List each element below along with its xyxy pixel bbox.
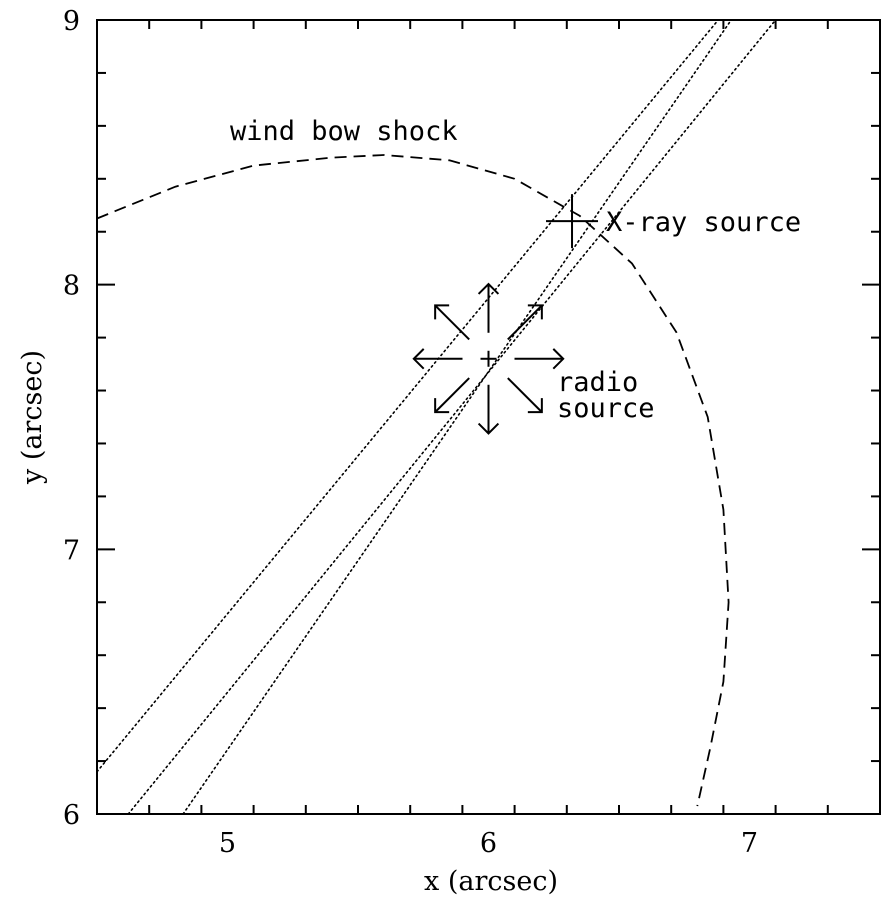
tick-layer: 5 6 7 6 7 8 9: [63, 6, 881, 859]
radio-arrow-head: [477, 282, 500, 295]
series-layer: [97, 20, 777, 814]
x-tick-label: 5: [219, 828, 236, 859]
xray-source-label: X-ray source: [606, 207, 801, 238]
radio-arrow-head: [434, 304, 450, 320]
radio-arrow-head: [477, 422, 500, 435]
bow-shock-label: wind bow shock: [230, 116, 458, 147]
radio-arrow-head: [527, 304, 543, 320]
radio-source-label: source: [557, 393, 655, 424]
y-tick-label: 6: [63, 800, 80, 831]
radio-arrow-shaft: [507, 304, 543, 341]
radio-arrow-head: [412, 348, 425, 370]
radio-arrow-head: [552, 348, 565, 370]
x-tick-label: 7: [741, 828, 758, 859]
radio-arrow-shaft: [507, 377, 543, 413]
radio-source-label: radio: [557, 367, 638, 398]
bow-shock-curve: [97, 154, 730, 807]
y-tick-label: 7: [63, 535, 80, 566]
dotted-line-3: [182, 20, 733, 814]
y-tick-label: 8: [63, 271, 80, 302]
radio-arrow-shaft: [434, 304, 470, 341]
x-tick-label: 6: [480, 828, 497, 859]
radio-arrow-head: [434, 398, 450, 414]
y-tick-label: 9: [63, 6, 80, 37]
plot-frame: [96, 19, 881, 815]
x-axis-label: x (arcsec): [424, 866, 558, 897]
y-axis-label: y (arcsec): [17, 350, 48, 485]
radio-arrow-shaft: [434, 377, 470, 413]
dotted-line-2: [127, 20, 777, 814]
radio-arrow-head: [527, 398, 543, 414]
